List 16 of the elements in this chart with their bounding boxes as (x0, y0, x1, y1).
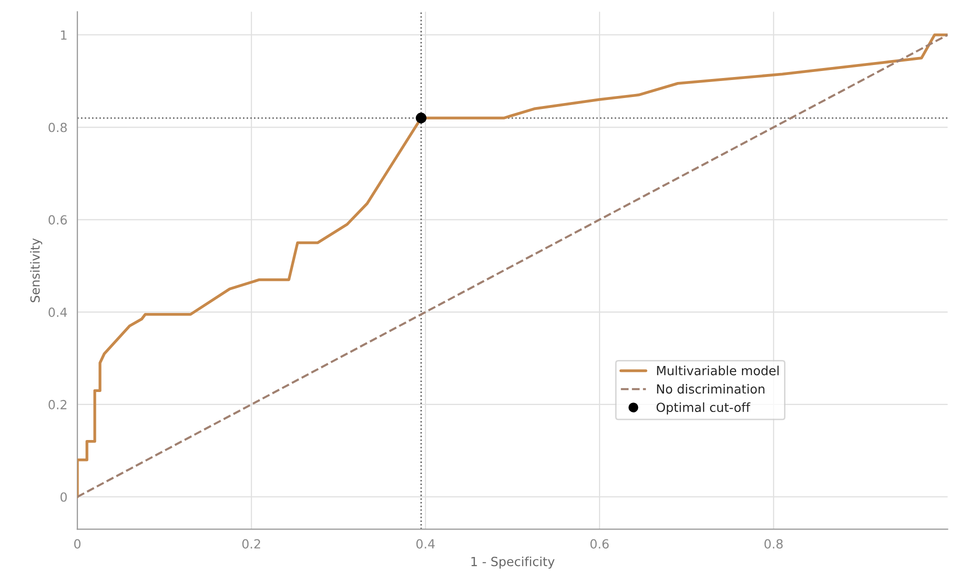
y-tick-label: 0 (60, 492, 67, 502)
x-tick-label: 0.6 (590, 539, 609, 549)
y-tick-label: 0.4 (48, 308, 67, 317)
x-axis-title: 1 - Specificity (471, 556, 555, 569)
y-tick-label: 1 (61, 30, 66, 40)
x-tick-label: 0.4 (416, 539, 435, 549)
legend-label: Optimal cut-off (656, 402, 750, 414)
x-tick-label: 0.2 (242, 539, 260, 549)
y-axis-title: Sensitivity (30, 238, 42, 302)
x-tick-label: 0.8 (764, 539, 783, 549)
legend-label: No discrimination (657, 384, 764, 394)
y-tick-label: 0.2 (48, 400, 66, 410)
y-tick-label: 0.6 (48, 215, 67, 225)
legend-label: Multivariable model (657, 366, 779, 376)
y-tick-label: 0.8 (48, 122, 67, 132)
x-tick-label: 0 (74, 539, 81, 549)
